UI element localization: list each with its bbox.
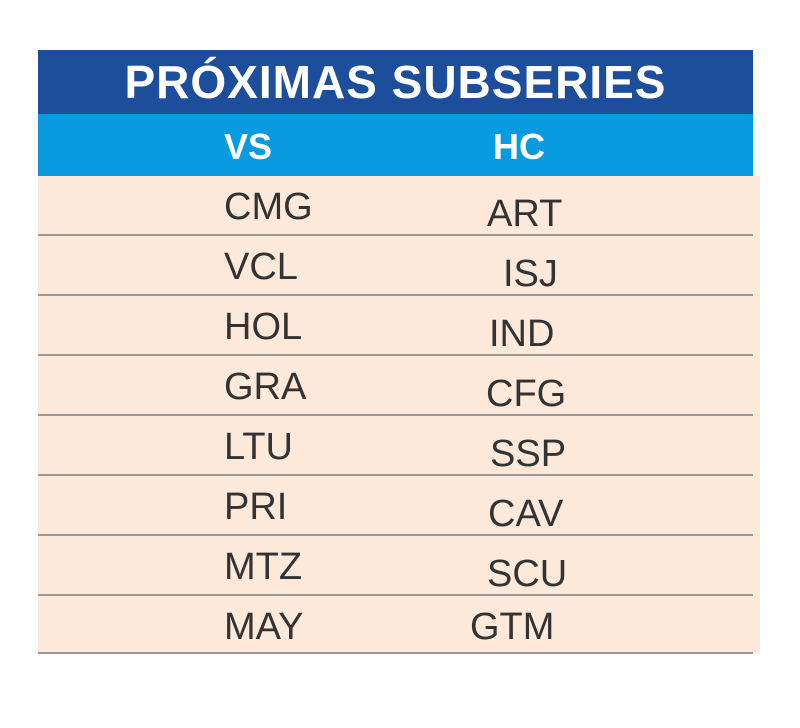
table-title: PRÓXIMAS SUBSERIES	[38, 50, 753, 114]
cell-vs: VCL	[224, 246, 298, 288]
table-row: CMG ART	[38, 176, 753, 236]
cell-vs: HOL	[224, 306, 303, 348]
column-header-hc: HC	[493, 126, 545, 167]
cell-hc: SCU	[487, 553, 568, 595]
cell-hc: GTM	[470, 606, 555, 648]
table-row: VCL ISJ	[38, 236, 753, 296]
cell-hc: CFG	[486, 373, 567, 415]
table-row: PRI CAV	[38, 476, 753, 536]
cell-vs: MTZ	[224, 546, 303, 588]
cell-hc: ART	[487, 193, 563, 235]
column-header-vs: VS	[224, 126, 273, 167]
table-body: CMG ART VCL ISJ HOL IND GRA CFG LTU SSP …	[38, 176, 760, 654]
cell-vs: CMG	[224, 186, 313, 228]
table-row: MAY GTM	[38, 596, 753, 654]
table-row: LTU SSP	[38, 416, 753, 476]
cell-vs: GRA	[224, 366, 307, 408]
subseries-table: PRÓXIMAS SUBSERIES VS HC CMG ART VCL ISJ…	[38, 50, 760, 654]
cell-hc: CAV	[488, 493, 564, 535]
cell-hc: SSP	[490, 433, 567, 475]
table-row: HOL IND	[38, 296, 753, 356]
table-header-row: VS HC	[38, 114, 753, 176]
cell-vs: MAY	[224, 606, 304, 648]
table-row: MTZ SCU	[38, 536, 753, 596]
cell-hc: IND	[489, 313, 555, 355]
table-row: GRA CFG	[38, 356, 753, 416]
cell-vs: LTU	[224, 426, 293, 468]
cell-hc: ISJ	[503, 253, 558, 295]
cell-vs: PRI	[224, 486, 288, 528]
